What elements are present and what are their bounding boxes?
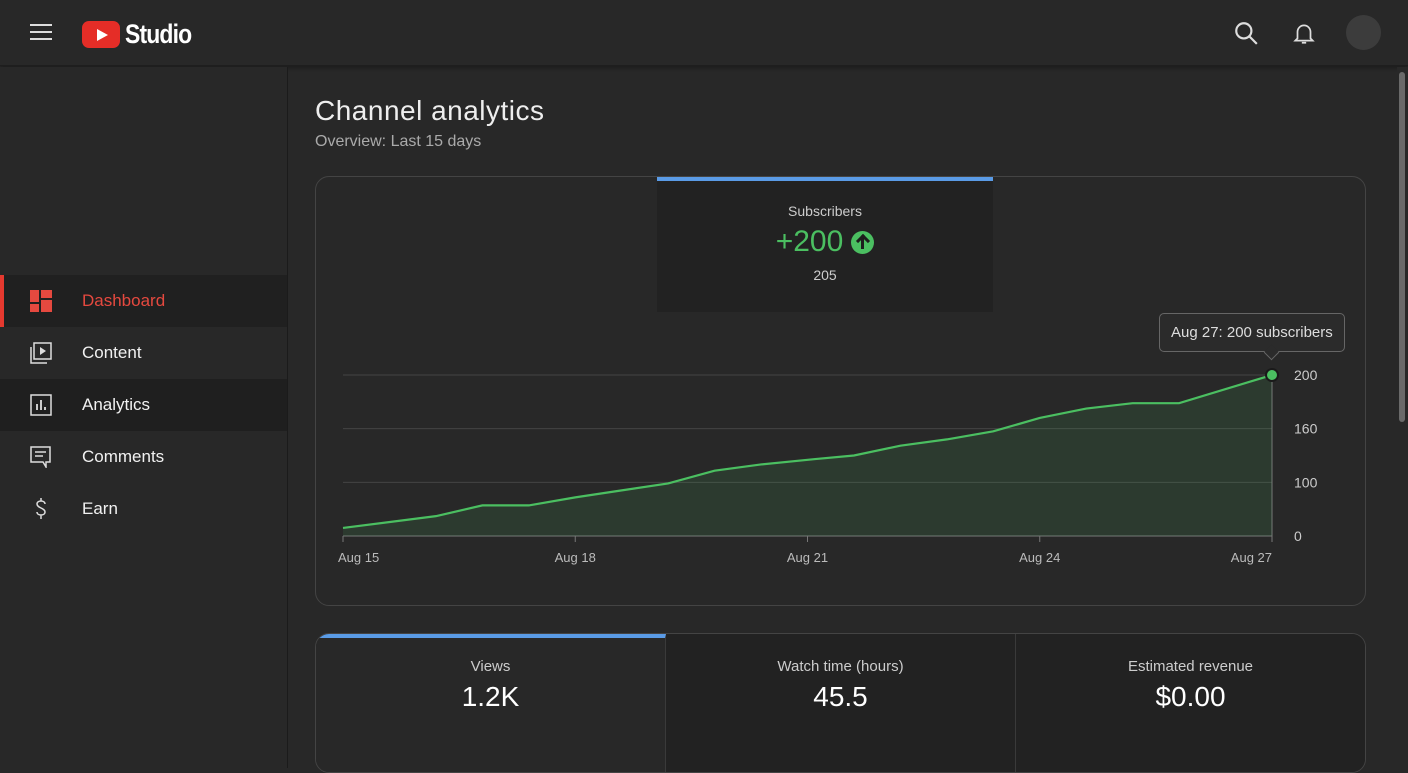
y-tick-label: 100 xyxy=(1294,474,1318,490)
metric-views[interactable]: Views 1.2K xyxy=(316,634,666,772)
dollar-icon xyxy=(36,498,46,519)
metrics-row: Views 1.2K Watch time (hours) 45.5 Estimat… xyxy=(315,633,1366,773)
metric-value: $0.00 xyxy=(1155,681,1226,712)
comments-icon xyxy=(30,446,51,468)
sidebar: Dashboard Content Analytics Comments Ear… xyxy=(0,67,288,768)
sidebar-item-analytics[interactable]: Analytics xyxy=(0,379,287,431)
youtube-play-icon xyxy=(82,21,120,48)
avatar[interactable] xyxy=(1346,15,1381,50)
metric-watch-time[interactable]: Watch time (hours) 45.5 xyxy=(666,634,1016,772)
subscribers-chart-card: 0 100 160 200 Aug 15 Aug 18 Aug 21 Aug 24 Aug 27… xyxy=(315,176,1366,606)
x-tick-label: Aug 27 xyxy=(1231,550,1272,565)
sidebar-item-earn[interactable]: Earn xyxy=(0,483,287,535)
sidebar-item-label: Content xyxy=(82,343,142,362)
arrow-up-icon xyxy=(851,230,875,254)
dashboard-icon xyxy=(30,290,52,312)
metric-revenue[interactable]: Estimated revenue $0.00 xyxy=(1016,634,1365,772)
series-line xyxy=(342,373,1273,530)
y-tick-label: 160 xyxy=(1294,421,1318,437)
metric-value: 45.5 xyxy=(813,681,868,712)
page-subtitle: Overview: Last 15 days xyxy=(315,133,482,150)
bell-icon[interactable] xyxy=(1291,20,1317,46)
stat-total: 205 xyxy=(813,267,837,283)
sidebar-item-label: Dashboard xyxy=(82,291,166,310)
analytics-icon xyxy=(30,394,52,416)
scrollbar-thumb[interactable] xyxy=(1399,72,1405,422)
x-tick-label: Aug 21 xyxy=(787,550,828,565)
metric-value: 1.2K xyxy=(461,681,520,712)
metric-title: Views xyxy=(470,658,511,675)
stat-title: Subscribers xyxy=(788,203,862,219)
sidebar-item-content[interactable]: Content xyxy=(0,327,287,379)
subscribers-stat-tab[interactable]: Subscribers +200 205 xyxy=(657,177,993,312)
youtube-studio-logo[interactable]: Studio xyxy=(82,19,203,50)
y-tick-label: 0 xyxy=(1294,528,1302,544)
x-tick-label: Aug 24 xyxy=(1019,550,1060,565)
sidebar-item-label: Earn xyxy=(82,499,118,518)
sidebar-item-comments[interactable]: Comments xyxy=(0,431,287,483)
x-tick-label: Aug 15 xyxy=(338,550,379,565)
highlight-point xyxy=(1265,368,1279,382)
metric-title: Watch time (hours) xyxy=(777,658,904,675)
metric-title: Estimated revenue xyxy=(1127,658,1254,675)
area-fill xyxy=(343,375,1272,536)
scrollbar[interactable] xyxy=(1397,67,1408,768)
x-tick-label: Aug 18 xyxy=(555,550,596,565)
sidebar-item-dashboard[interactable]: Dashboard xyxy=(0,275,287,327)
content-icon xyxy=(30,342,52,364)
sidebar-item-label: Comments xyxy=(82,447,165,466)
y-tick-label: 200 xyxy=(1294,367,1318,383)
stat-delta: +200 xyxy=(775,225,844,258)
search-icon[interactable] xyxy=(1233,20,1259,46)
top-bar: Studio xyxy=(0,0,1408,66)
hamburger-menu-icon[interactable] xyxy=(30,24,52,42)
logo-text: Studio xyxy=(125,19,192,49)
subscribers-chart: 0 100 160 200 Aug 15 Aug 18 Aug 21 Aug 24 Aug 27 xyxy=(338,367,1318,565)
chart-tooltip: Aug 27: 200 subscribers xyxy=(1159,313,1345,352)
main-content: Channel analytics Overview: Last 15 days… xyxy=(289,67,1397,773)
page-title: Channel analytics xyxy=(315,95,545,126)
sidebar-item-label: Analytics xyxy=(82,395,151,414)
